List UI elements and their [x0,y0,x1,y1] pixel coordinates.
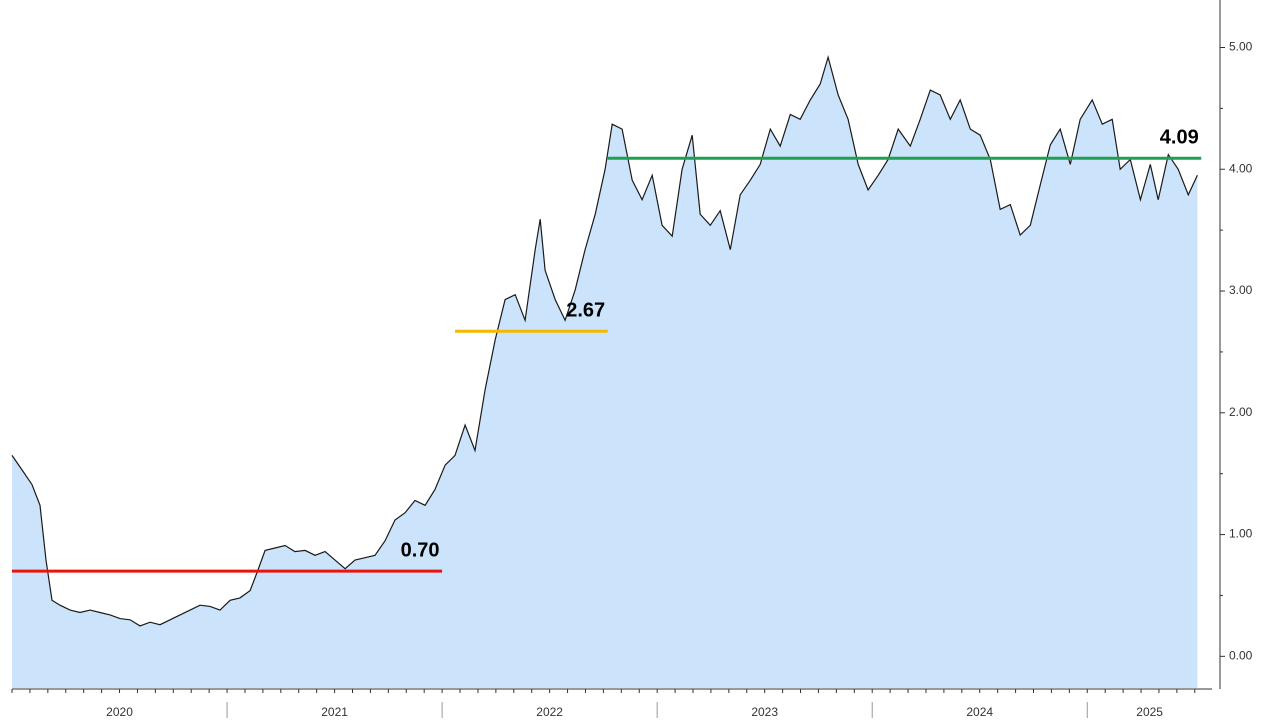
reference-label: 2.67 [566,299,605,321]
x-tick-label: 2021 [321,705,348,719]
reference-label: 4.09 [1160,127,1199,149]
price-line [11,54,1198,627]
y-tick-label: 2.00 [1229,405,1253,419]
x-tick-label: 2025 [1136,705,1163,719]
x-tick-label: 2020 [106,705,133,719]
x-tick-label: 2023 [751,705,778,719]
x-tick-label: 2022 [536,705,563,719]
reference-label: 0.70 [401,539,440,561]
y-tick-label: 3.00 [1229,283,1253,297]
x-tick-label: 2024 [966,705,993,719]
y-tick-label: 5.00 [1229,40,1253,54]
y-tick-label: 4.00 [1229,161,1253,175]
y-tick-label: 1.00 [1229,527,1253,541]
y-tick-label: 0.00 [1229,649,1253,663]
area-fill [12,57,1198,688]
